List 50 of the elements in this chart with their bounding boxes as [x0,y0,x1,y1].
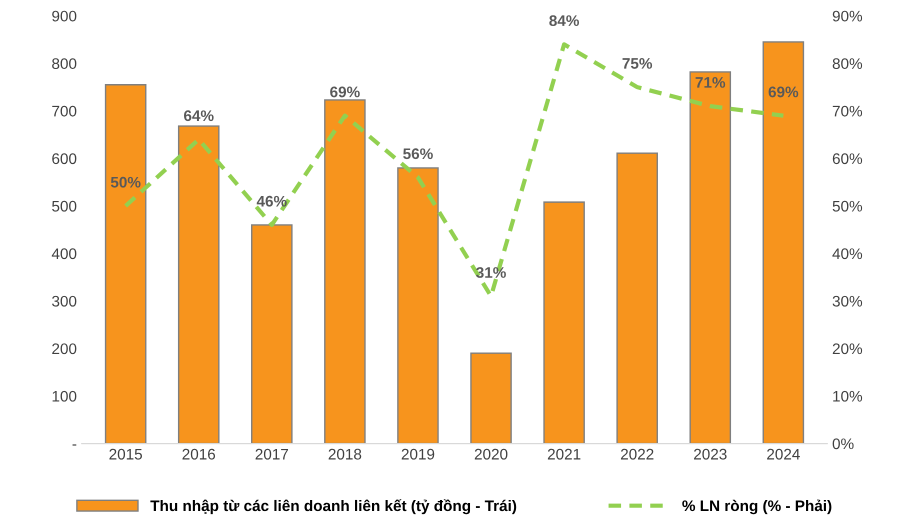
data-label: 50% [110,176,141,188]
y-tick-label: 900 [52,10,76,22]
y-tick-label: 300 [52,296,76,307]
y-tick-label: 800 [52,58,76,70]
bar [324,99,366,444]
bar [762,41,804,444]
data-label: 69% [330,86,360,98]
legend-label: % LN ròng (% - Phải) [682,500,832,514]
data-label: 64% [184,110,214,122]
x-tick-label: 2018 [328,448,362,460]
x-tick-label: 2015 [109,448,142,460]
y-tick-label: 100 [52,390,76,402]
y2-tick-label: 40% [832,248,862,260]
bar [689,71,732,444]
y-tick-label: 200 [52,343,76,354]
y2-tick-label: 60% [832,153,862,164]
x-tick-label: 2016 [182,448,216,460]
y2-tick-label: 90% [832,10,862,22]
bar [178,125,220,444]
y-tick-label: - [72,444,76,446]
legend-label: Thu nhập từ các liên doanh liên kết (tỷ đồng - Trái) [150,499,516,514]
x-tick-label: 2024 [767,448,800,460]
data-label: 56% [403,148,433,160]
x-tick-label: 2021 [548,448,580,460]
y-tick-label: 700 [52,106,76,117]
x-tick-label: 2023 [694,448,727,460]
y2-tick-label: 0% [832,438,854,450]
y-tick-label: 500 [52,200,76,212]
data-label: 75% [622,58,652,69]
y2-tick-label: 80% [832,58,862,70]
y2-tick-label: 30% [832,296,862,307]
y-tick-label: 600 [52,153,76,164]
data-label: 84% [549,15,579,26]
x-tick-label: 2022 [620,448,654,460]
bar [616,152,658,444]
x-tick-label: 2020 [474,448,508,460]
x-tick-label: 2019 [402,448,434,460]
y2-tick-label: 70% [832,106,862,117]
y2-tick-label: 10% [833,390,862,402]
bar [470,352,512,444]
y2-tick-label: 20% [832,343,862,354]
bar [104,84,146,444]
bar [251,224,293,444]
data-label: 69% [768,86,798,98]
y-tick-label: 400 [52,248,76,260]
bar [397,167,439,444]
x-tick-label: 2017 [256,448,288,460]
y2-tick-label: 50% [832,200,862,212]
data-label: 71% [696,77,726,88]
bar [543,201,585,444]
